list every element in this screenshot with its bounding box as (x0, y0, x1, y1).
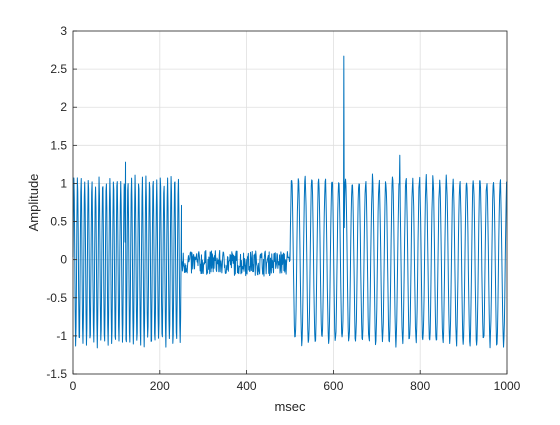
plot-box (72, 30, 508, 375)
y-tick-label: 1 (60, 176, 67, 190)
y-tick-label: 2.5 (50, 62, 67, 76)
y-tick-label: -1 (56, 329, 67, 343)
y-tick-label: -0.5 (46, 291, 67, 305)
y-tick-label: 0 (60, 253, 67, 267)
x-tick-label: 0 (70, 379, 77, 393)
y-tick-label: 2 (60, 100, 67, 114)
series-group (72, 55, 508, 349)
x-tick-label: 600 (323, 379, 343, 393)
x-tick-label: 1000 (494, 379, 521, 393)
series-line (72, 55, 508, 349)
x-tick-label: 400 (237, 379, 257, 393)
x-tick-label: 200 (150, 379, 170, 393)
x-axis-label: msec (274, 399, 306, 414)
x-tick-label: 800 (410, 379, 430, 393)
y-tick-label: -1.5 (46, 367, 67, 381)
y-tick-label: 1.5 (50, 138, 67, 152)
ticks: 0 200 400 600 800 1000 -1.5 -1 -0.5 0 0.5 1 1.5 2 2.5 3 (46, 24, 520, 393)
y-tick-label: 0.5 (50, 215, 67, 229)
y-axis-label: Amplitude (26, 174, 41, 232)
y-tick-label: 3 (60, 24, 67, 38)
